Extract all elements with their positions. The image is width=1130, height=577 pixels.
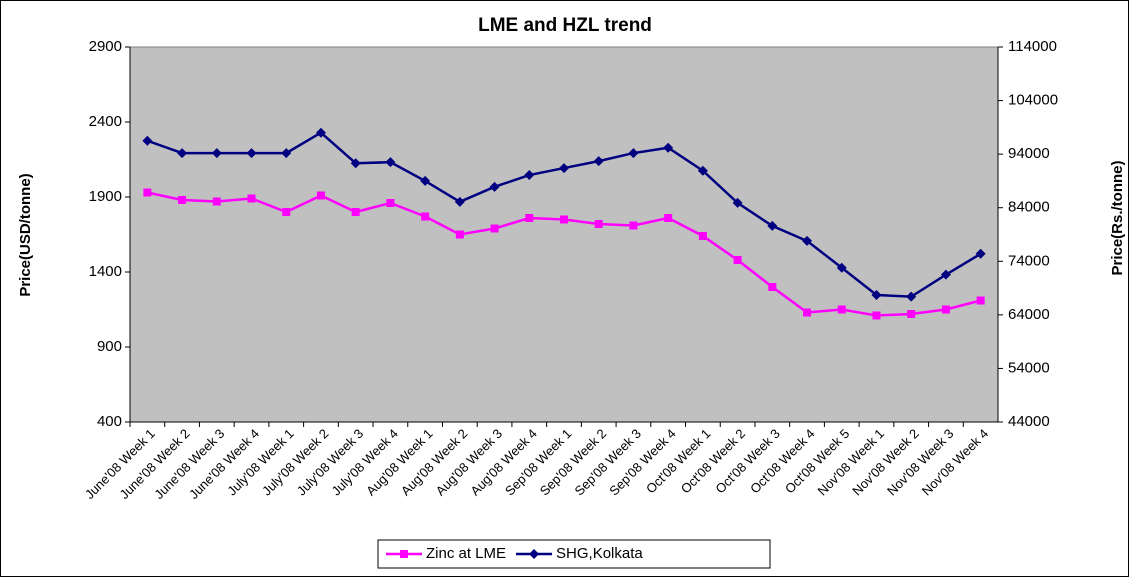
point-marker bbox=[594, 220, 603, 228]
point-marker bbox=[143, 188, 152, 197]
y-tick-label: 1400 bbox=[89, 263, 122, 280]
legend-label: Zinc at LME bbox=[426, 545, 506, 562]
point-marker bbox=[281, 148, 292, 159]
point-marker bbox=[142, 135, 153, 146]
point-marker bbox=[940, 269, 951, 280]
y2-tick-label: 64000 bbox=[1008, 306, 1050, 323]
point-marker bbox=[211, 148, 222, 159]
legend-marker bbox=[400, 550, 408, 558]
point-marker bbox=[490, 224, 499, 233]
y-tick-label: 900 bbox=[97, 338, 122, 355]
point-marker bbox=[871, 290, 882, 301]
point-marker bbox=[385, 157, 396, 168]
point-marker bbox=[975, 248, 986, 259]
point-marker bbox=[386, 199, 395, 207]
point-marker bbox=[455, 230, 464, 239]
point-marker bbox=[454, 196, 465, 207]
point-marker bbox=[733, 256, 742, 264]
point-marker bbox=[802, 235, 813, 246]
legend-box bbox=[377, 539, 771, 569]
y2-axis-title: Price(Rs./tonne) bbox=[1109, 160, 1126, 275]
point-marker bbox=[697, 165, 708, 176]
point-marker bbox=[178, 196, 187, 204]
plot-area bbox=[129, 46, 999, 423]
point-marker bbox=[315, 127, 326, 138]
chart-title: LME and HZL trend bbox=[478, 15, 652, 36]
point-marker bbox=[872, 311, 881, 320]
y2-tick-label: 104000 bbox=[1008, 92, 1058, 109]
point-marker bbox=[316, 191, 325, 200]
point-marker bbox=[907, 310, 916, 318]
y2-tick-label: 84000 bbox=[1008, 199, 1050, 216]
point-marker bbox=[837, 305, 846, 314]
point-marker bbox=[628, 148, 639, 159]
point-marker bbox=[698, 232, 707, 240]
point-marker bbox=[524, 170, 535, 181]
point-marker bbox=[767, 220, 778, 231]
point-marker bbox=[663, 142, 674, 153]
point-marker bbox=[976, 296, 985, 305]
point-marker bbox=[664, 214, 673, 222]
y-axis-title: Price(USD/tonne) bbox=[17, 173, 34, 296]
y-tick-label: 1900 bbox=[89, 188, 122, 205]
point-marker bbox=[941, 305, 950, 314]
y2-tick-label: 44000 bbox=[1008, 413, 1050, 430]
point-marker bbox=[420, 175, 431, 186]
y-tick-label: 2400 bbox=[89, 113, 122, 130]
point-marker bbox=[803, 308, 812, 317]
point-marker bbox=[247, 194, 256, 203]
point-marker bbox=[732, 197, 743, 208]
legend-label: SHG,Kolkata bbox=[556, 545, 643, 562]
point-marker bbox=[525, 214, 534, 222]
point-marker bbox=[177, 148, 188, 159]
point-marker bbox=[351, 208, 360, 216]
y2-tick-label: 94000 bbox=[1008, 145, 1050, 162]
point-marker bbox=[282, 208, 291, 216]
y-tick-label: 2900 bbox=[89, 38, 122, 55]
legend-marker bbox=[529, 549, 540, 559]
point-marker bbox=[768, 283, 777, 291]
y-tick-label: 400 bbox=[97, 413, 122, 430]
point-marker bbox=[421, 212, 430, 221]
point-marker bbox=[246, 148, 257, 159]
point-marker bbox=[629, 221, 638, 230]
y2-tick-label: 74000 bbox=[1008, 252, 1050, 269]
y2-tick-label: 54000 bbox=[1008, 359, 1050, 376]
point-marker bbox=[593, 156, 604, 167]
point-marker bbox=[350, 158, 361, 169]
point-marker bbox=[559, 163, 569, 174]
point-marker bbox=[836, 262, 847, 273]
point-marker bbox=[560, 215, 568, 224]
legend: Zinc at LME SHG,Kolkata bbox=[377, 539, 771, 569]
y2-tick-label: 114000 bbox=[1008, 38, 1057, 55]
point-marker bbox=[906, 291, 917, 302]
point-marker bbox=[489, 181, 500, 192]
point-marker bbox=[212, 197, 221, 206]
